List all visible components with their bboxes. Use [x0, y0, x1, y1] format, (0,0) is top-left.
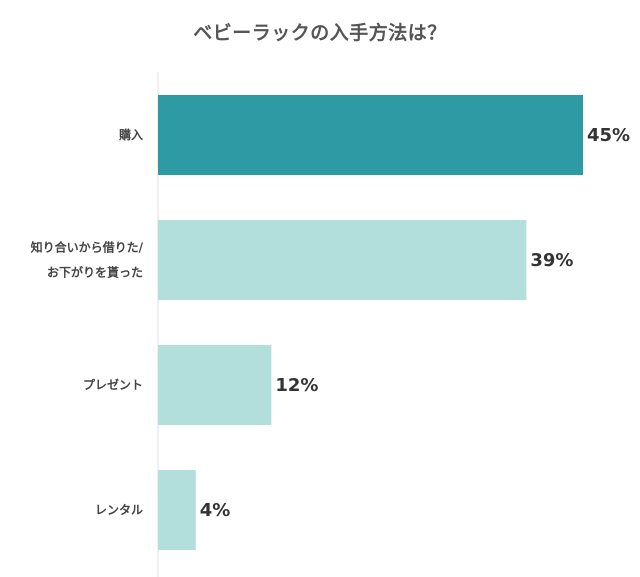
category-label-1-0: 知り合いから借りた/: [30, 240, 144, 255]
value-label-3: 4%: [200, 500, 231, 521]
category-label-2: プレゼント: [83, 377, 143, 392]
value-label-0: 45%: [587, 125, 630, 146]
value-label-1: 39%: [530, 250, 573, 271]
bar-0: [158, 95, 583, 175]
bar-3: [158, 470, 196, 550]
value-label-2: 12%: [275, 375, 318, 396]
category-label-1-1: お下がりを貰った: [47, 265, 143, 280]
category-label-0: 購入: [118, 127, 143, 142]
bar-2: [158, 345, 272, 425]
category-label-3: レンタル: [95, 503, 143, 517]
chart-title: ベビーラックの入手方法は？: [193, 22, 447, 44]
bar-1: [158, 220, 527, 300]
